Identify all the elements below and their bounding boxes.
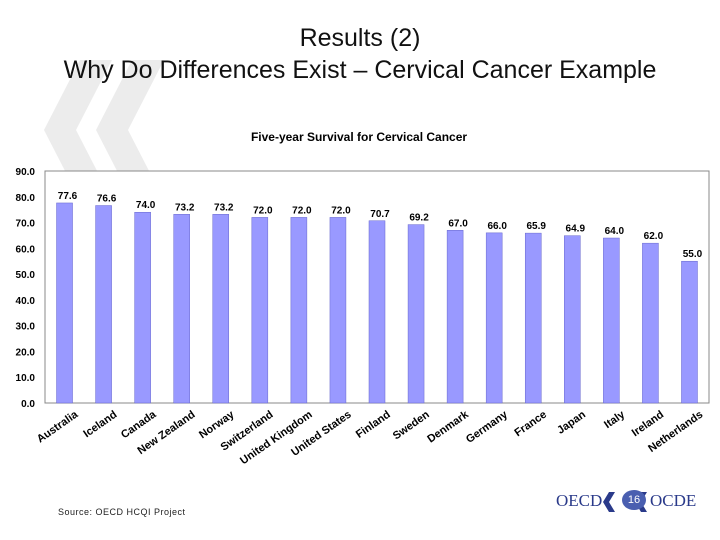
bar-value-label: 64.9: [566, 224, 586, 235]
x-tick-label: Germany: [464, 408, 511, 446]
bar-value-label: 73.2: [175, 202, 195, 213]
value-labels: 77.6 76.6 74.0 73.2 73.2 72.0 72.0 72.0 70.7 69.2…: [58, 191, 703, 260]
y-tick-label: 10.0: [16, 373, 36, 384]
y-tick-label: 20.0: [16, 347, 36, 358]
bar: [95, 205, 112, 404]
bar: [603, 237, 620, 404]
bar: [134, 211, 151, 404]
bar-value-label: 76.6: [97, 194, 117, 205]
slide-title-line-1: Results (2): [299, 24, 421, 52]
bar: [407, 224, 425, 404]
bar-value-label: 64.0: [605, 226, 625, 237]
bar: [212, 214, 230, 404]
x-tick-label: Denmark: [425, 408, 471, 445]
x-tick-label: Finland: [354, 409, 393, 441]
bar-value-label: 74.0: [136, 200, 156, 211]
bar: [290, 217, 308, 404]
source-note: Source: OECD HCQI Project: [58, 507, 186, 517]
y-tick-label: 30.0: [16, 322, 36, 333]
chart-title: Five-year Survival for Cervical Cancer: [251, 130, 467, 144]
bar-value-label: 69.2: [409, 213, 429, 224]
bar: [173, 214, 190, 404]
x-tick-label: Australia: [35, 408, 81, 445]
bar-value-label: 67.0: [448, 218, 468, 229]
bar: [642, 242, 659, 404]
y-tick-label: 80.0: [16, 193, 36, 204]
x-tick-label: Iceland: [81, 409, 119, 441]
bar-value-label: 72.0: [253, 205, 273, 216]
bar: [56, 202, 73, 404]
bar-value-label: 55.0: [683, 249, 703, 260]
y-tick-label: 60.0: [16, 244, 36, 255]
x-tick-label: Italy: [602, 408, 628, 431]
bar: [524, 232, 542, 404]
oecd-logo-text: OECD: [556, 491, 603, 510]
bar-series: [56, 202, 698, 404]
bar-value-label: 77.6: [58, 191, 78, 202]
y-tick-label: 0.0: [21, 399, 35, 410]
bar-value-label: 72.0: [331, 205, 351, 216]
ocde-logo-text: OCDE: [650, 491, 697, 510]
y-tick-label: 90.0: [16, 167, 36, 178]
y-tick-label: 70.0: [16, 219, 36, 230]
bar-value-label: 70.7: [370, 209, 390, 220]
slide-title: Results (2) Why Do Differences Exist – C…: [0, 22, 720, 86]
bar: [368, 220, 386, 404]
bar-value-label: 66.0: [487, 221, 507, 232]
page-number-badge: 16: [622, 490, 646, 510]
bar: [485, 232, 503, 404]
y-tick-label: 50.0: [16, 270, 36, 281]
y-axis: 0.0 10.0 20.0 30.0 40.0 50.0 60.0 70.0 80.0 90.0: [16, 167, 36, 410]
slide-title-line-2: Why Do Differences Exist – Cervical Canc…: [63, 56, 657, 84]
bar: [446, 230, 464, 404]
bar: [329, 217, 347, 404]
y-tick-label: 40.0: [16, 296, 36, 307]
bar-value-label: 65.9: [527, 221, 547, 232]
bar-value-label: 72.0: [292, 205, 312, 216]
x-tick-label: Japan: [555, 408, 588, 436]
x-tick-label: France: [513, 409, 549, 440]
bar-value-label: 73.2: [214, 202, 234, 213]
bar-value-label: 62.0: [644, 231, 664, 242]
bar: [251, 217, 269, 404]
bar: [564, 235, 581, 404]
x-tick-label: United Kingdom: [238, 409, 315, 468]
bar: [681, 260, 698, 404]
